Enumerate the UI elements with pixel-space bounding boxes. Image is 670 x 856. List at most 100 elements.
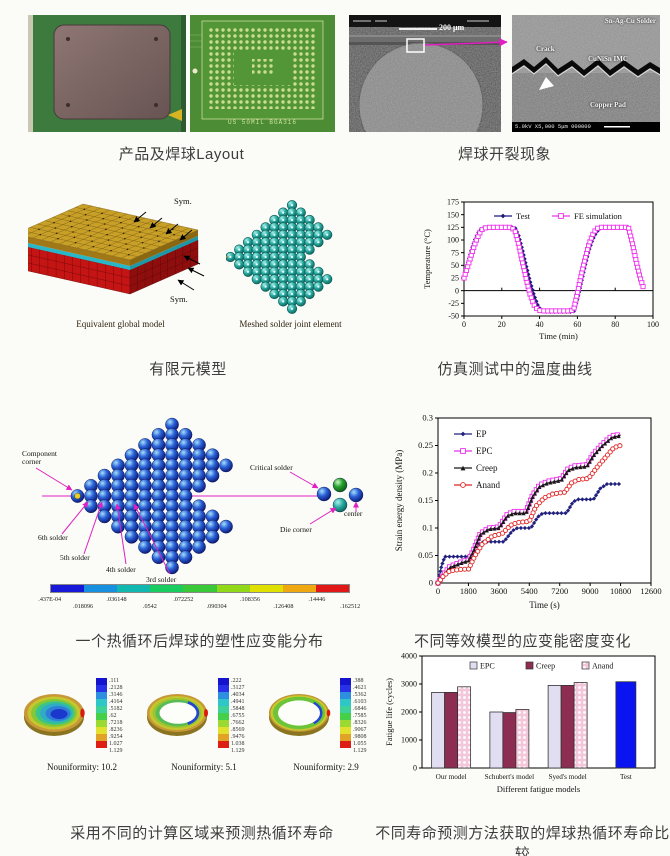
- component-corner-label: Component corner: [22, 449, 57, 467]
- chart-text: 100: [447, 236, 459, 245]
- chart-text: -50: [448, 312, 459, 321]
- chart-text: 20: [498, 320, 506, 329]
- strain-chart-panel: 0 0.05 0.1 0.15 0.2 0.25 0.3 0 1800 3600 5400 7200 9…: [392, 412, 665, 617]
- disc-legend-3: .388.4621.5362.6103.6846.7585.8326.9067.…: [340, 678, 367, 755]
- chart-text: 40: [536, 320, 544, 329]
- leader-line: [309, 507, 337, 525]
- chart-text: 7200: [551, 586, 568, 596]
- chart-text: Creep: [476, 463, 498, 473]
- sem-overview-image: [349, 15, 501, 132]
- global-model-image: [28, 203, 205, 295]
- disc-legend-2: .222.3127.4034.4941.5848.6755.7662.8569.…: [218, 678, 245, 755]
- strain-distribution-panel: Component corner Critical solder Die cor…: [22, 408, 377, 620]
- disc-panel-2: .222.3127.4034.4941.5848.6755.7662.8569.…: [144, 676, 264, 780]
- solder-ball: [111, 519, 125, 534]
- sym-arrow: [133, 211, 147, 223]
- solder6-label: 6th solder: [38, 533, 68, 542]
- sym-arrow: [177, 279, 195, 291]
- caption-strain-distribution: 一个热循环后焊球的塑性应变能分布: [75, 633, 324, 650]
- sem-panel: 200 μm Sn-Ag-Cu Solder Crack CuNiSn IMC …: [349, 15, 660, 132]
- caption-fem: 有限元模型: [149, 361, 227, 378]
- chart-text: 12600: [640, 586, 661, 596]
- bar-EPC: [431, 692, 446, 769]
- chart-text: 10800: [610, 586, 631, 596]
- solder-ball: [205, 468, 220, 483]
- disc-contour-1: [24, 694, 85, 736]
- pad-label: Copper Pad: [590, 101, 626, 109]
- scale-bar: [399, 28, 437, 30]
- chart-text: 0: [436, 586, 440, 596]
- bga-photo: [190, 15, 335, 132]
- pad-array-top: [208, 27, 317, 51]
- solder-ball-array-image: [35, 417, 364, 575]
- solder-ball: [192, 479, 206, 493]
- sym-arrow: [183, 255, 201, 265]
- caption-temperature: 仿真测试中的温度曲线: [437, 361, 593, 378]
- leader-line: [61, 501, 89, 535]
- chart-text: 1000: [401, 736, 417, 745]
- fatigue-life-chart: 0 1000 2000 3000 4000 Our model Schubert's mod…: [384, 652, 656, 794]
- fatigue-chart-panel: 0 1000 2000 3000 4000 Our model Schubert's mod…: [382, 650, 667, 808]
- chart-text: Anand: [592, 662, 613, 671]
- origin-marker: [74, 492, 81, 500]
- chart-text: 80: [611, 320, 619, 329]
- chart-text: EP: [476, 429, 487, 439]
- critical-solder-label: Critical solder: [250, 463, 293, 472]
- caption-crack: 焊球开裂现象: [457, 146, 551, 163]
- bar-Test: [615, 681, 637, 769]
- bar-Anand: [515, 709, 530, 769]
- disc-contour-3: [269, 694, 331, 736]
- caption-product: 产品及焊球Layout: [118, 146, 245, 163]
- chart-text: FE simulation: [574, 211, 623, 221]
- nonuniformity-label-3: Nouniformity: 2.9: [293, 762, 359, 772]
- chart-text: 4000: [401, 652, 417, 661]
- bar-Creep: [502, 712, 517, 769]
- center-label: center: [344, 509, 363, 518]
- chart-text: Creep: [536, 662, 555, 671]
- chart-text: 175: [447, 198, 459, 207]
- chart-text: Time (s): [529, 600, 559, 610]
- fem-panel: Sym. Sym. Equivalent global model Meshed…: [28, 196, 373, 348]
- chip-body: [53, 24, 171, 120]
- solder-ball: [84, 499, 98, 513]
- disc-panel-1: .111.2128.3146.4164.5182.62.7218.8236.92…: [22, 676, 142, 780]
- temperature-chart-panel: -50 -25 0 25 50 75 100 125 150 175 0 20 40 60 80 100 Tim…: [420, 196, 665, 346]
- sem-footer: 5.0kV X5,000 5μm 000000: [515, 123, 591, 130]
- chart-text: 50: [451, 261, 459, 270]
- chart-text: Syed's model: [549, 773, 587, 781]
- bar-Creep: [560, 685, 575, 769]
- chart-text: Temperature (°C): [422, 229, 432, 289]
- temperature-chart: -50 -25 0 25 50 75 100 125 150 175 0 20 40 60 80 100 Tim…: [422, 198, 659, 341]
- gold-fiducial: [168, 109, 182, 121]
- bga-photo-wrap: US 50MIL BGA316: [190, 15, 335, 132]
- pad-array-center: [252, 59, 273, 74]
- chart-text: EPC: [476, 446, 493, 456]
- series-FE simulation: FE simulation: [461, 211, 646, 314]
- chart-text: Strain energy density (MPa): [394, 450, 404, 552]
- solder-ball: [192, 540, 206, 554]
- gold-front: [28, 236, 130, 266]
- solder-ball: [165, 560, 179, 575]
- solder-ball: [205, 530, 220, 544]
- chart-text: Our model: [436, 773, 467, 781]
- sem-closeup-image: [512, 15, 660, 132]
- sym-arrow: [149, 217, 163, 229]
- bar-Anand: [573, 682, 588, 769]
- chart-text: 75: [451, 248, 459, 257]
- red-slab-front: [28, 246, 130, 294]
- disc-legend-1: .111.2128.3146.4164.5182.62.7218.8236.92…: [96, 678, 123, 755]
- sym-arrow: [165, 223, 179, 235]
- chart-text: 0.15: [418, 495, 433, 505]
- chip-photo: [28, 15, 186, 132]
- solder-label: Sn-Ag-Cu Solder: [604, 17, 656, 25]
- solder4-label: 4th solder: [106, 565, 136, 574]
- chart-text: 5400: [521, 586, 538, 596]
- solder-ball-cluster: [332, 497, 348, 513]
- chart-text: Different fatigue models: [497, 784, 580, 794]
- series-Anand: Anand: [435, 443, 623, 586]
- zoom-region-box: [406, 38, 425, 53]
- bga-part-number: US 50MIL BGA316: [227, 119, 297, 126]
- plot-box: [463, 201, 654, 317]
- chart-text: 25: [451, 274, 459, 283]
